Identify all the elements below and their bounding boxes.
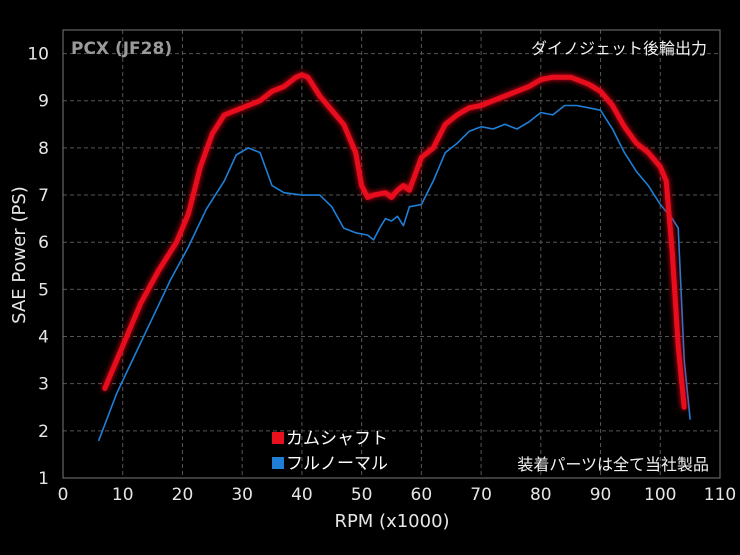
top-note: ダイノジェット後輪出力 — [531, 39, 707, 58]
plot-frame — [62, 29, 721, 479]
x-axis-title: RPM (x1000) — [334, 511, 449, 532]
model-label: PCX (JF28) — [71, 39, 172, 59]
y-tick-label: 9 — [38, 92, 49, 112]
x-tick-label: 10 — [112, 485, 134, 505]
series-line-normal — [98, 104, 691, 442]
legend: カムシャフト フルノーマル — [272, 429, 388, 474]
x-tick-label: 80 — [530, 485, 552, 505]
y-tick-label: 4 — [38, 328, 49, 348]
x-tick-label: 70 — [470, 485, 492, 505]
x-tick-label: 30 — [231, 485, 253, 505]
legend-swatch-cam — [272, 432, 284, 444]
y-tick-label: 6 — [38, 233, 49, 253]
y-tick-label: 7 — [38, 186, 49, 206]
y-tick-label: 10 — [27, 45, 49, 65]
y-axis-title: SAE Power (PS) — [9, 186, 30, 324]
y-tick-label: 3 — [38, 375, 49, 395]
bottom-note: 装着パーツは全て当社製品 — [517, 455, 709, 474]
x-tick-label: 60 — [411, 485, 433, 505]
y-tick-labels: 1 2 3 4 5 6 7 8 9 10 — [27, 45, 49, 489]
legend-label-normal: フルノーマル — [286, 454, 388, 474]
legend-swatch-normal — [272, 457, 284, 469]
plot-background — [63, 30, 720, 478]
y-tick-label: 8 — [38, 139, 49, 159]
y-tick-label: 1 — [38, 469, 49, 489]
x-tick-label: 90 — [590, 485, 612, 505]
legend-label-cam: カムシャフト — [286, 429, 388, 449]
x-tick-label: 110 — [704, 485, 736, 505]
x-tick-label: 20 — [172, 485, 194, 505]
x-tick-label: 50 — [351, 485, 373, 505]
series-layer — [98, 72, 691, 442]
y-tick-label: 5 — [38, 280, 49, 300]
series-line-camshaft — [102, 72, 687, 410]
x-tick-label: 40 — [291, 485, 313, 505]
x-tick-labels: 0 10 20 30 40 50 60 70 80 90 100 110 — [58, 485, 737, 505]
x-tick-label: 0 — [58, 485, 69, 505]
x-tick-label: 100 — [644, 485, 676, 505]
y-tick-label: 2 — [38, 422, 49, 442]
